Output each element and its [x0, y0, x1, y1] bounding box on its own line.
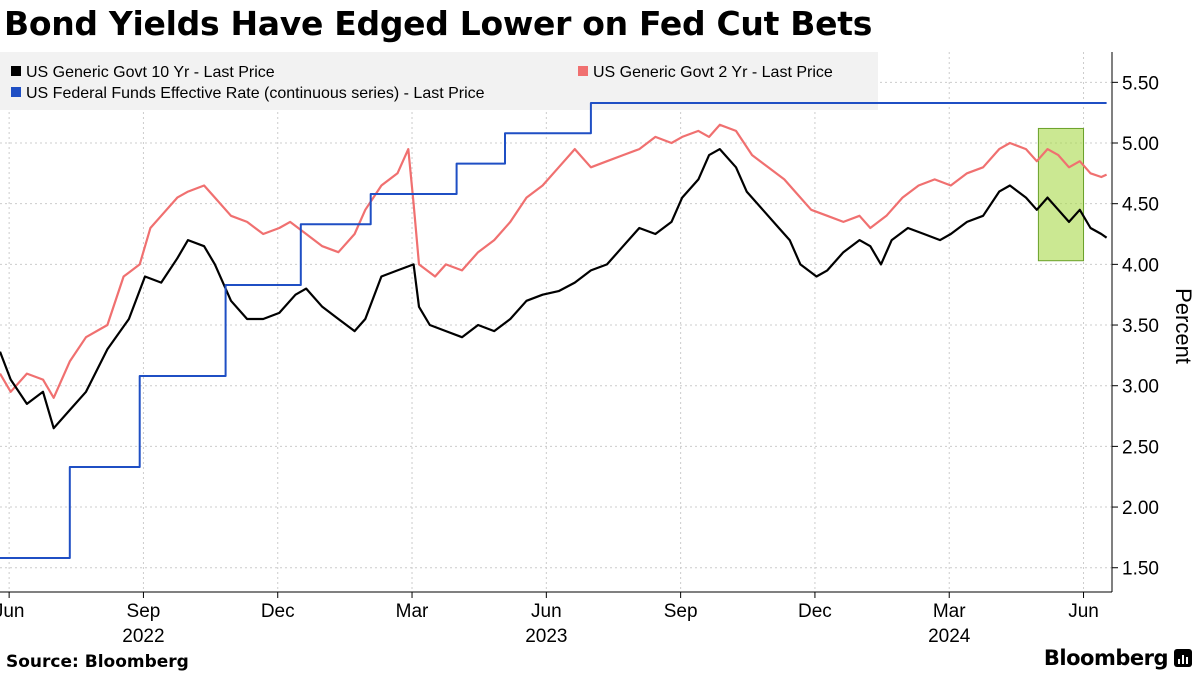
x-tick-label: Dec: [261, 601, 295, 622]
y-axis-label: Percent: [1171, 288, 1196, 364]
y-tick-label: 2.00: [1122, 498, 1159, 519]
y-tick-label: 2.50: [1122, 437, 1159, 458]
x-year-label: 2023: [525, 626, 567, 647]
source-note: Source: Bloomberg: [6, 652, 189, 672]
legend-swatch-fedfunds: [11, 87, 21, 97]
x-tick-label: Jun: [0, 601, 24, 622]
brand-name: Bloomberg: [1043, 646, 1169, 670]
series-layer: [0, 102, 1108, 559]
legend-entry-2yr: US Generic Govt 2 Yr - Last Price: [578, 64, 833, 81]
y-tick-label: 5.00: [1122, 134, 1159, 155]
y-tick-label: 4.00: [1122, 255, 1159, 276]
x-tick-label: Jun: [1068, 601, 1099, 622]
legend-entry-fedfunds: US Federal Funds Effective Rate (continu…: [11, 85, 485, 102]
axis-layer: 1.50 2.00 2.50 3.00 3.50 4.00 4.50 5.00 5.50 Jun S…: [0, 52, 1159, 647]
bloomberg-chart-icon: [1174, 649, 1192, 667]
x-tick-label: Sep: [127, 601, 161, 622]
x-year-label: 2024: [928, 626, 971, 647]
legend-box: [0, 52, 878, 110]
legend-label-2yr: US Generic Govt 2 Yr - Last Price: [593, 64, 833, 81]
y-tick-label: 3.00: [1122, 377, 1159, 398]
x-year-label: 2022: [122, 626, 164, 647]
legend-label-fedfunds: US Federal Funds Effective Rate (continu…: [26, 85, 485, 102]
highlight-box: [1037, 127, 1085, 262]
y-tick-label: 4.50: [1122, 195, 1159, 216]
x-tick-label: Dec: [798, 601, 832, 622]
x-tick-label: Mar: [933, 601, 966, 622]
series-line-2yr: [0, 123, 1108, 399]
legend-label-10yr: US Generic Govt 10 Yr - Last Price: [26, 64, 275, 81]
y-tick-label: 3.50: [1122, 316, 1159, 337]
bloomberg-logo: Bloomberg: [1044, 646, 1192, 670]
legend-entry-10yr: US Generic Govt 10 Yr - Last Price: [11, 64, 275, 81]
y-tick-label: 1.50: [1122, 559, 1159, 580]
chart-title: Bond Yields Have Edged Lower on Fed Cut …: [4, 4, 873, 43]
highlight-layer: [1037, 127, 1085, 262]
y-tick-label: 5.50: [1122, 73, 1159, 94]
legend-swatch-10yr: [11, 66, 21, 76]
series-line-10yr: [0, 148, 1108, 430]
series-line-fedfunds: [0, 102, 1107, 559]
legend-swatch-2yr: [578, 66, 588, 76]
x-tick-label: Mar: [396, 601, 429, 622]
x-tick-label: Jun: [531, 601, 562, 622]
x-tick-label: Sep: [664, 601, 698, 622]
